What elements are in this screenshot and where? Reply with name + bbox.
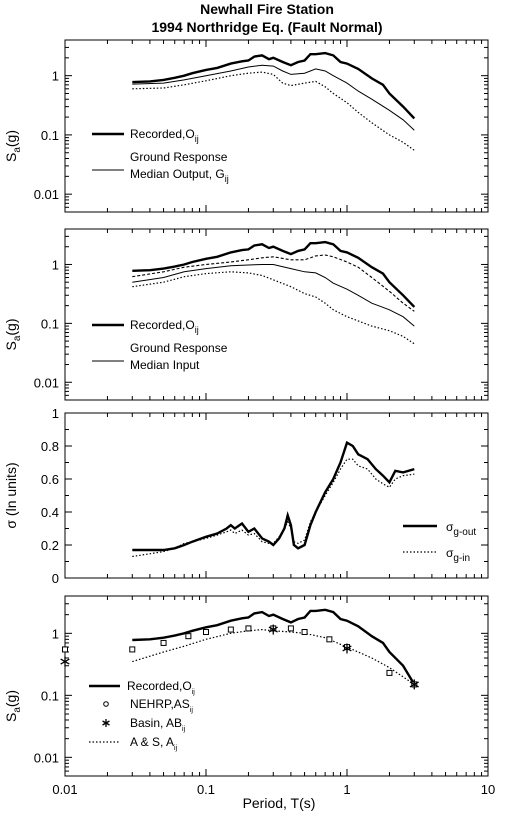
panel-4-series-4-point-1 xyxy=(268,624,278,635)
legend-label-nehrp: NEHRP,ASij xyxy=(130,697,193,714)
panel-4-series-3-point-5 xyxy=(227,626,234,633)
panel-1-y-tick-label-2: 1 xyxy=(52,69,59,84)
panel-4-series-3-point-1 xyxy=(129,646,136,653)
chart-panels: 0.01 0.1 1 Sa(g) Recorded,Oij Ground Response… xyxy=(3,39,489,777)
panel-1-y-axis-label: Sa(g) xyxy=(3,130,23,162)
panel-2-y-tick-label-0: 0.01 xyxy=(34,375,59,390)
panel-4-x-ticks xyxy=(64,596,483,776)
figure-title-line1: Newhall Fire Station xyxy=(200,1,334,17)
panel-1: 0.01 0.1 1 Sa(g) Recorded,Oij Ground Response… xyxy=(3,39,489,213)
panel-3-y-axis-label: σ (ln units) xyxy=(3,462,19,528)
panel-1-y-tick-label-1: 0.1 xyxy=(41,128,59,143)
panel-3-y-tick-label-5: 1 xyxy=(52,406,59,421)
legend-marker-basin xyxy=(102,719,110,727)
panel-4-series-4-point-3 xyxy=(409,679,419,690)
panel-2-y-tick-label-1: 0.1 xyxy=(41,316,59,331)
panel-2-legend: Recorded,Oij Ground Response Median Input xyxy=(92,318,228,372)
panel-3-y-tick-label-0: 0 xyxy=(52,571,59,586)
panel-4-series-3 xyxy=(62,625,418,688)
legend-label-recorded: Recorded,Oij xyxy=(130,318,199,335)
panel-3-legend: σg-out σg-in xyxy=(403,520,476,564)
panel-2-series-1 xyxy=(132,240,416,308)
panel-4-y-tick-label-0: 0.01 xyxy=(34,750,59,765)
panel-1-series-1 xyxy=(132,51,416,120)
panel-2-y-axis-label: Sa(g) xyxy=(3,318,23,350)
panel-3-frame xyxy=(64,412,489,579)
panel-4-series-4 xyxy=(60,624,419,690)
figure-title-line2: 1994 Northridge Eq. (Fault Normal) xyxy=(151,19,382,35)
panel-4-series-3-point-4 xyxy=(203,629,209,636)
panel-2-x-ticks xyxy=(64,229,483,400)
legend-label-recorded: Recorded,Oij xyxy=(130,127,199,144)
panel-1-y-ticks xyxy=(65,39,488,213)
legend-label-basin: Basin, ABij xyxy=(130,716,186,733)
panel-1-x-ticks xyxy=(64,40,483,212)
panel-4-y-tick-label-1: 0.1 xyxy=(41,688,59,703)
panel-3: 0 0.2 0.4 0.6 0.8 1 σ (ln units) σg-out σg-in xyxy=(3,406,489,586)
panel-3-y-tick-label-2: 0.4 xyxy=(41,505,59,520)
panel-4-series-3-point-8 xyxy=(287,625,294,632)
x-tick-label-3: 10 xyxy=(481,782,495,797)
panel-2: 0.01 0.1 1 Sa(g) Recorded,Oij Ground Response… xyxy=(3,228,489,401)
panel-2-y-ticks xyxy=(65,228,488,401)
legend-marker-nehrp xyxy=(103,701,109,707)
panel-4-series-3-point-12 xyxy=(386,669,393,676)
panel-2-frame xyxy=(64,228,489,401)
legend-label-ground-response-line2: Median Input xyxy=(130,358,200,372)
panel-1-series-2 xyxy=(132,64,415,131)
panel-3-y-tick-label-1: 0.2 xyxy=(41,538,59,553)
panel-1-y-tick-label-0: 0.01 xyxy=(34,187,59,202)
legend-label-ground-response: Ground Response xyxy=(130,150,228,164)
panel-2-series-2 xyxy=(132,254,415,312)
panel-2-series-3 xyxy=(132,264,415,327)
panel-4-series-1 xyxy=(132,608,416,686)
legend-label-ground-response-line2: Median Output, Gij xyxy=(130,167,229,184)
panel-4-series-3-point-3 xyxy=(185,633,192,640)
panel-3-series-2 xyxy=(132,458,415,558)
panel-4-series-4-point-0 xyxy=(60,656,70,667)
legend-label-sigma-in: σg-in xyxy=(446,546,470,564)
panel-3-y-ticks xyxy=(65,412,488,579)
legend-label-ground-response: Ground Response xyxy=(130,341,228,355)
panel-3-y-tick-label-3: 0.6 xyxy=(41,472,59,487)
panel-4-series-3-point-10 xyxy=(326,636,333,643)
legend-label-recorded: Recorded,Oij xyxy=(127,679,195,696)
x-axis-label: Period, T(s) xyxy=(243,795,316,811)
panel-4-series-4-point-2 xyxy=(342,643,352,654)
panel-3-x-ticks xyxy=(64,413,483,578)
x-tick-label-0: 0.01 xyxy=(52,782,77,797)
panel-1-legend: Recorded,Oij Ground Response Median Output… xyxy=(92,127,229,184)
panel-4-series-2 xyxy=(132,628,415,685)
panel-4-series-3-point-9 xyxy=(301,629,308,636)
legend-label-as: A & S, Aij xyxy=(130,735,178,752)
x-axis: 0.01 0.1 1 10 xyxy=(52,782,495,797)
legend-label-sigma-out: σg-out xyxy=(446,520,476,538)
panel-4-y-tick-label-2: 1 xyxy=(52,626,59,641)
panel-2-y-tick-label-2: 1 xyxy=(52,257,59,272)
panel-3-series-1 xyxy=(132,440,415,552)
panel-4-y-axis-label: Sa(g) xyxy=(3,690,23,722)
panel-1-series-3 xyxy=(132,71,415,151)
panel-4-series-3-point-2 xyxy=(160,639,167,646)
x-tick-label-1: 0.1 xyxy=(197,782,215,797)
panel-4-frame xyxy=(64,595,489,777)
panel-4-series-3-point-6 xyxy=(245,625,252,632)
panel-4-series-3-point-0 xyxy=(62,646,68,653)
panel-3-y-tick-label-4: 0.8 xyxy=(41,439,59,454)
panel-2-series-4 xyxy=(132,271,415,345)
x-tick-label-2: 1 xyxy=(343,782,350,797)
panel-1-frame xyxy=(64,39,489,213)
